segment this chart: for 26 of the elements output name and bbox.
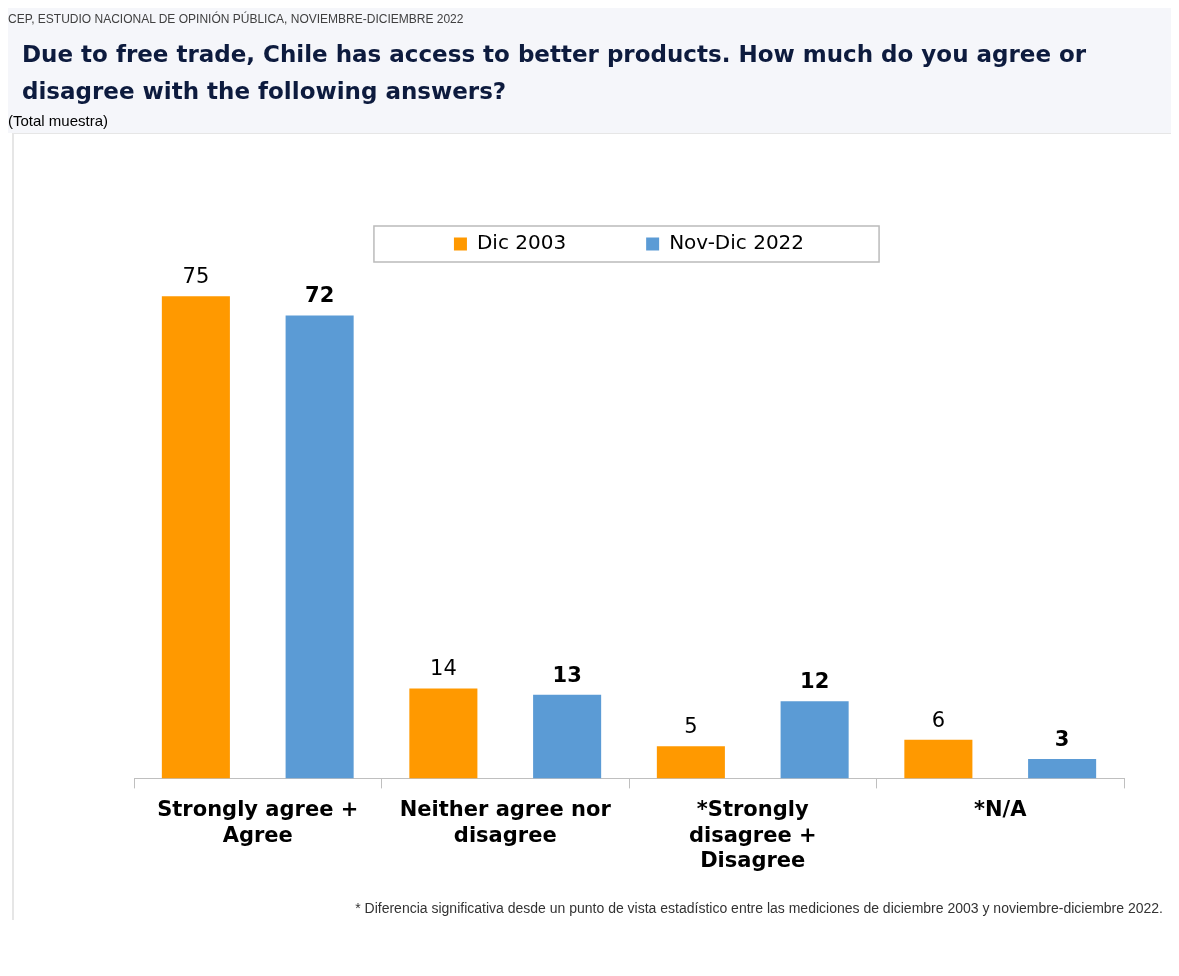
chart-title: Due to free trade, Chile has access to better products. How much do you agree or disagree with the following answers? (21, 40, 1088, 106)
x-tick-label: Strongly agree + Agree (157, 797, 359, 847)
bar (904, 739, 973, 779)
text: * Diferencia significativa desde un punto de vista estadístico entre las mediciones de diciembre 2003 y noviembre-diciembre 2022. (354, 899, 1164, 918)
data-label: 12 (800, 669, 830, 694)
data-label: 14 (430, 656, 457, 681)
data-label: 5 (684, 714, 698, 739)
text: CEP, ESTUDIO NACIONAL DE OPINIÓN PÚBLICA, NOVIEMBRE-DICIEMBRE 2022 (8, 12, 465, 26)
x-tick-label: Neither agree nor disagree (399, 797, 612, 847)
x-tick-label: *N/A (974, 797, 1028, 822)
data-label: 75 (182, 264, 210, 289)
data-label: 72 (305, 283, 335, 308)
bar (533, 694, 602, 779)
bar (656, 746, 725, 779)
bar (409, 688, 478, 779)
bar (161, 296, 230, 779)
chart-subtitle: (Total muestra) (8, 112, 110, 129)
data-label: 3 (1054, 727, 1070, 752)
bar (285, 315, 354, 779)
legend-label: Dic 2003 (476, 230, 567, 255)
data-label: 6 (931, 707, 946, 732)
bar (780, 701, 849, 779)
data-label: 13 (552, 662, 582, 687)
bar (1028, 759, 1097, 779)
x-tick-label: *Strongly disagree + Disagree (688, 797, 817, 872)
legend-label: Nov-Dic 2022 (669, 230, 805, 255)
